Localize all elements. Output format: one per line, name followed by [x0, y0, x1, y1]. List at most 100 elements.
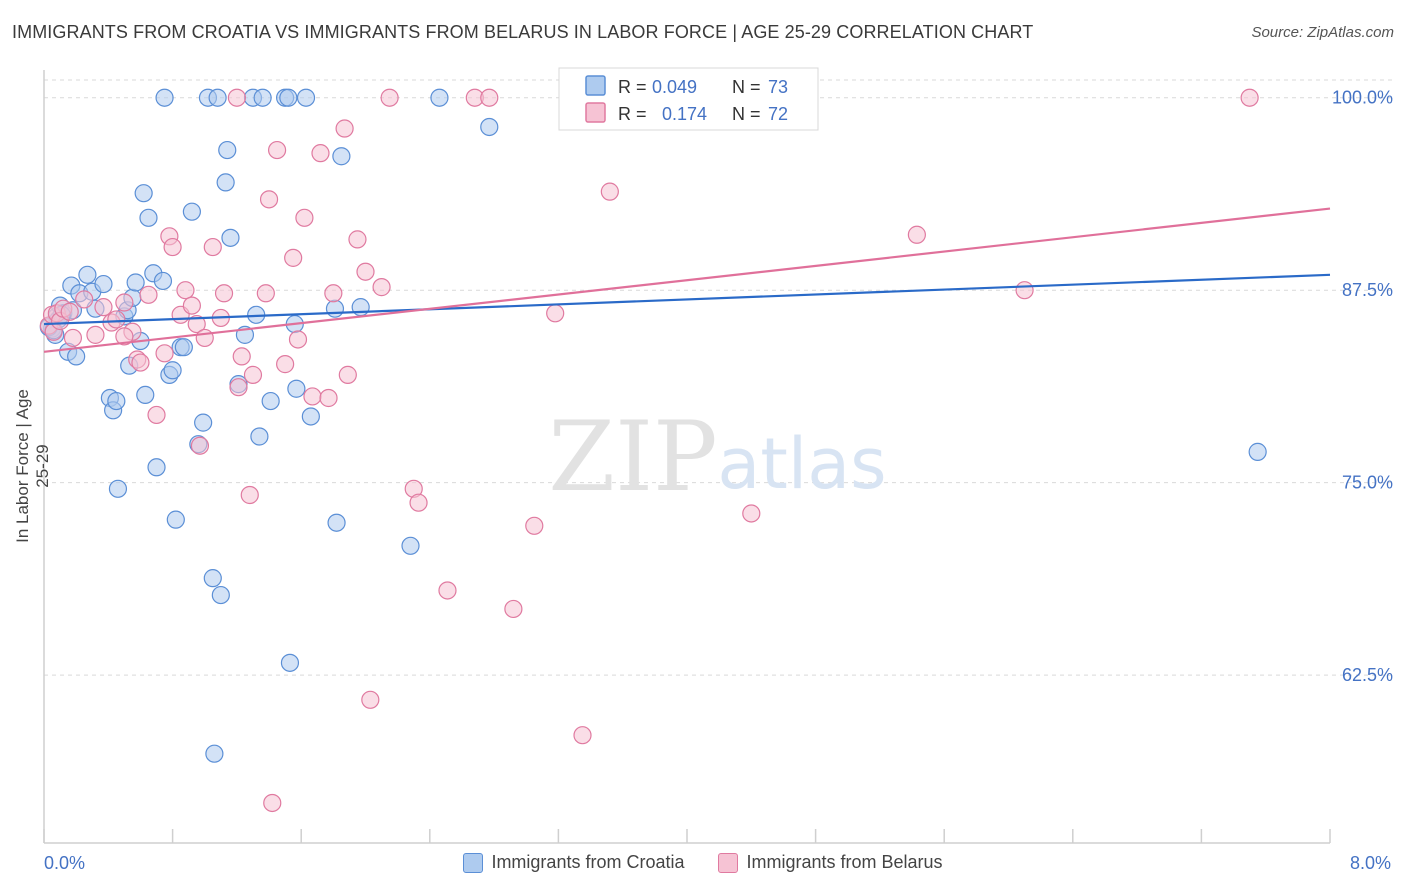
croatia-point — [401, 536, 420, 555]
y-tick-label: 87.5% — [1342, 280, 1393, 300]
croatia-point — [261, 391, 280, 411]
belarus-point — [176, 281, 195, 300]
belarus-point — [907, 225, 926, 244]
croatia-point — [94, 274, 113, 294]
belarus-point — [311, 144, 330, 163]
belarus-point — [338, 365, 357, 384]
stats-legend: R = 0.049 N = 73 R = 0.174 N = 72 — [558, 67, 819, 131]
croatia-trend-line — [43, 273, 1331, 326]
belarus-point — [63, 328, 83, 348]
belarus-point — [163, 237, 182, 257]
belarus-point — [139, 285, 158, 304]
croatia-r-label: R = — [618, 77, 647, 97]
croatia-point — [126, 273, 145, 292]
x-tick-label-max: 8.0% — [1350, 853, 1392, 873]
belarus-swatch — [718, 852, 739, 873]
croatia-point — [296, 88, 316, 107]
croatia-point — [216, 173, 235, 192]
y-tick-labels: 62.5% 75.0% 87.5% 100.0% — [1332, 88, 1393, 685]
belarus-point — [348, 230, 367, 249]
croatia-point — [147, 458, 166, 477]
belarus-point — [324, 284, 343, 303]
series-legend: Immigrants from Croatia Immigrants from … — [0, 852, 1406, 873]
belarus-point — [147, 405, 166, 425]
belarus-n-value: 72 — [768, 104, 788, 124]
croatia-point — [221, 228, 240, 247]
croatia-point — [287, 379, 306, 398]
croatia-n-label: N = — [732, 77, 761, 97]
croatia-point — [194, 413, 213, 432]
belarus-point — [94, 298, 113, 317]
belarus-point — [263, 793, 282, 813]
y-tick-label: 100.0% — [1332, 88, 1393, 108]
croatia-point — [480, 117, 499, 137]
croatia-point — [253, 88, 272, 107]
croatia-point — [332, 147, 351, 166]
belarus-point — [243, 365, 263, 384]
legend-item-croatia[interactable]: Immigrants from Croatia — [463, 852, 684, 873]
belarus-point — [190, 436, 210, 455]
croatia-point — [163, 361, 182, 380]
belarus-r-value: 0.174 — [662, 104, 707, 124]
chart-title: IMMIGRANTS FROM CROATIA VS IMMIGRANTS FR… — [12, 22, 1034, 42]
belarus-point — [335, 119, 354, 138]
legend-label-croatia: Immigrants from Croatia — [491, 852, 685, 872]
croatia-point — [205, 744, 224, 763]
croatia-point — [301, 407, 320, 426]
belarus-points — [39, 88, 1259, 813]
belarus-trend-line — [43, 207, 1331, 353]
belarus-point — [187, 314, 206, 334]
croatia-point — [182, 202, 201, 221]
belarus-point — [504, 599, 523, 619]
belarus-point — [288, 330, 308, 349]
croatia-point — [67, 347, 86, 366]
belarus-point — [131, 353, 150, 372]
croatia-point — [203, 569, 222, 588]
belarus-point — [1240, 88, 1259, 107]
source-label: Source: ZipAtlas.com — [1251, 24, 1394, 41]
legend-label-belarus: Immigrants from Belarus — [746, 852, 943, 872]
croatia-point — [208, 88, 227, 107]
belarus-point — [356, 262, 375, 281]
belarus-r-label: R = — [618, 104, 647, 124]
belarus-point — [232, 347, 251, 366]
belarus-point — [525, 516, 544, 535]
y-tick-label: 62.5% — [1342, 665, 1393, 685]
belarus-point — [295, 208, 314, 227]
belarus-point — [256, 284, 275, 303]
belarus-point — [380, 88, 399, 107]
legend-item-belarus[interactable]: Immigrants from Belarus — [718, 852, 943, 873]
belarus-point — [742, 504, 761, 523]
croatia-point — [280, 653, 300, 672]
croatia-point — [78, 265, 97, 284]
croatia-point — [134, 184, 153, 203]
croatia-point — [108, 479, 128, 498]
croatia-point — [139, 208, 158, 227]
belarus-point — [480, 88, 499, 107]
belarus-point — [259, 190, 279, 209]
belarus-point — [107, 310, 126, 329]
belarus-n-label: N = — [732, 104, 761, 124]
belarus-point — [438, 581, 457, 600]
trend-lines — [43, 207, 1331, 353]
watermark-zip: ZIP — [548, 401, 717, 513]
belarus-point — [240, 485, 259, 505]
belarus-point — [409, 493, 428, 512]
croatia-r-value: 0.049 — [652, 77, 697, 97]
belarus-point — [372, 278, 391, 297]
belarus-point — [600, 182, 619, 201]
belarus-point — [546, 304, 565, 323]
x-tick-label-min: 0.0% — [44, 853, 86, 873]
axes — [43, 70, 1331, 844]
belarus-point — [195, 328, 214, 348]
belarus-point — [203, 237, 222, 257]
croatia-point — [279, 88, 298, 107]
croatia-point — [166, 510, 185, 529]
croatia-point — [327, 513, 346, 532]
croatia-point — [107, 391, 126, 411]
belarus-legend-swatch — [585, 102, 606, 123]
croatia-point — [325, 299, 345, 318]
belarus-point — [75, 290, 94, 309]
belarus-point — [86, 325, 105, 344]
croatia-n-value: 73 — [768, 77, 788, 97]
